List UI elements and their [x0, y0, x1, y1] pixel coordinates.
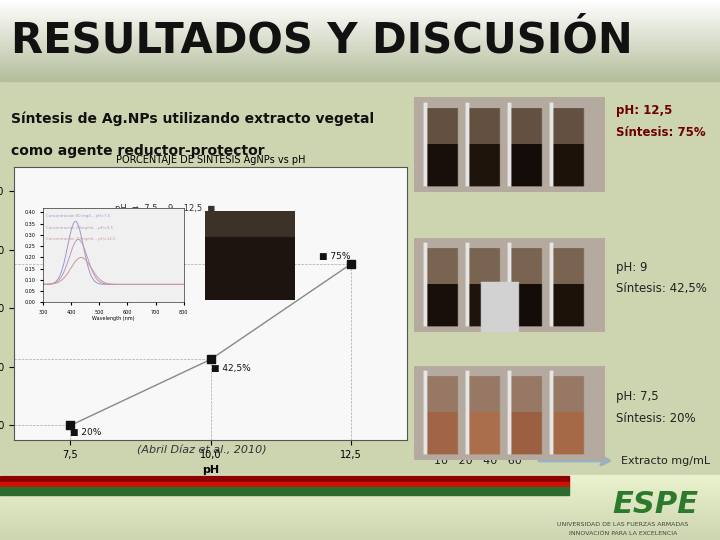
- Bar: [0, 75, 720, 77]
- Bar: [0, 497, 720, 501]
- Bar: [0, 517, 720, 521]
- Point: [205, 355, 217, 364]
- Bar: [0, 481, 720, 485]
- Bar: [0, 475, 720, 478]
- Bar: [0, 514, 720, 517]
- Bar: [0, 36, 720, 38]
- Bar: [0, 70, 720, 73]
- Bar: [0, 533, 720, 537]
- Bar: [0, 526, 720, 530]
- Bar: [0, 50, 720, 53]
- Bar: [0, 42, 720, 45]
- Bar: [0, 24, 720, 26]
- Bar: [0, 28, 720, 30]
- Bar: [0, 476, 569, 482]
- Text: (Abril Díaz et al., 2010): (Abril Díaz et al., 2010): [137, 446, 266, 456]
- Bar: [0, 482, 569, 487]
- Text: Extracto mg/mL: Extracto mg/mL: [621, 456, 710, 465]
- Text: 10   20   40   60: 10 20 40 60: [434, 456, 522, 465]
- Text: como agente reductor-protector: como agente reductor-protector: [11, 144, 264, 158]
- Bar: [0, 62, 720, 65]
- Bar: [0, 536, 720, 540]
- Bar: [0, 501, 720, 504]
- Bar: [0, 48, 720, 51]
- Text: pH: 9: pH: 9: [616, 261, 647, 274]
- Bar: [0, 14, 720, 16]
- Bar: [0, 66, 720, 69]
- Text: pH  ➡  7,5    9    12,5  ■: pH ➡ 7,5 9 12,5 ■: [115, 204, 215, 213]
- Bar: [0, 22, 720, 24]
- Text: Síntesis: 75%: Síntesis: 75%: [616, 126, 705, 139]
- Text: Síntesis de Ag.NPs utilizando extracto vegetal: Síntesis de Ag.NPs utilizando extracto v…: [11, 112, 374, 126]
- Bar: [0, 38, 720, 40]
- Text: pH: 12,5: pH: 12,5: [616, 104, 672, 117]
- Bar: [0, 507, 720, 511]
- Title: PORCENTAJE DE SINTESIS AgNPs vs pH: PORCENTAJE DE SINTESIS AgNPs vs pH: [116, 155, 305, 165]
- Bar: [0, 487, 569, 495]
- Bar: [0, 19, 720, 22]
- Text: ■ 20%: ■ 20%: [71, 428, 102, 437]
- X-axis label: Wavelength (nm): Wavelength (nm): [92, 316, 135, 321]
- Text: Síntesis: 42,5%: Síntesis: 42,5%: [616, 282, 706, 295]
- Bar: [0, 510, 720, 514]
- Bar: [0, 18, 720, 20]
- Point: [345, 260, 356, 268]
- Bar: [0, 488, 720, 491]
- Bar: [0, 491, 720, 495]
- Bar: [0, 5, 720, 8]
- Bar: [0, 60, 720, 63]
- Bar: [0, 52, 720, 55]
- Bar: [0, 504, 720, 508]
- Text: ■ 42,5%: ■ 42,5%: [211, 364, 251, 373]
- Bar: [0, 520, 720, 524]
- Bar: [0, 494, 720, 498]
- Bar: [0, 32, 720, 35]
- Bar: [0, 46, 720, 49]
- Bar: [0, 0, 720, 2]
- Text: UNIVERSIDAD DE LAS FUERZAS ARMADAS: UNIVERSIDAD DE LAS FUERZAS ARMADAS: [557, 522, 688, 528]
- Bar: [0, 56, 720, 59]
- Bar: [0, 58, 720, 60]
- Bar: [0, 2, 720, 4]
- Bar: [0, 16, 720, 18]
- Text: Síntesis: 20%: Síntesis: 20%: [616, 412, 696, 425]
- Text: pH: 7,5: pH: 7,5: [616, 390, 658, 403]
- Bar: [0, 10, 720, 12]
- Bar: [0, 530, 720, 534]
- Bar: [0, 478, 720, 482]
- Bar: [0, 76, 720, 79]
- Bar: [0, 3, 720, 6]
- Text: RESULTADOS Y DISCUSIÓN: RESULTADOS Y DISCUSIÓN: [11, 19, 633, 62]
- Bar: [0, 34, 720, 36]
- Text: Concentración 20mg/mL - pH=9,5: Concentración 20mg/mL - pH=9,5: [46, 226, 113, 230]
- Bar: [0, 484, 720, 488]
- Bar: [0, 44, 720, 46]
- Text: ESPE: ESPE: [612, 490, 698, 519]
- Bar: [0, 68, 720, 71]
- Point: [65, 421, 76, 430]
- Bar: [0, 81, 720, 540]
- Bar: [0, 26, 720, 28]
- Bar: [0, 11, 720, 14]
- Bar: [0, 40, 720, 43]
- Bar: [0, 8, 720, 10]
- Bar: [0, 54, 720, 57]
- Bar: [0, 78, 720, 81]
- X-axis label: pH: pH: [202, 465, 219, 475]
- Bar: [0, 30, 720, 32]
- Text: Concentración 20mg/mL - pH=12,5: Concentración 20mg/mL - pH=12,5: [46, 237, 115, 241]
- Text: Concentración 60 mg/L - pH=7,5: Concentración 60 mg/L - pH=7,5: [46, 214, 110, 218]
- Text: ■ 75%: ■ 75%: [319, 252, 351, 261]
- Text: INNOVACIÓN PARA LA EXCELENCIA: INNOVACIÓN PARA LA EXCELENCIA: [569, 531, 677, 536]
- Bar: [0, 64, 720, 67]
- Bar: [0, 523, 720, 527]
- Bar: [0, 72, 720, 75]
